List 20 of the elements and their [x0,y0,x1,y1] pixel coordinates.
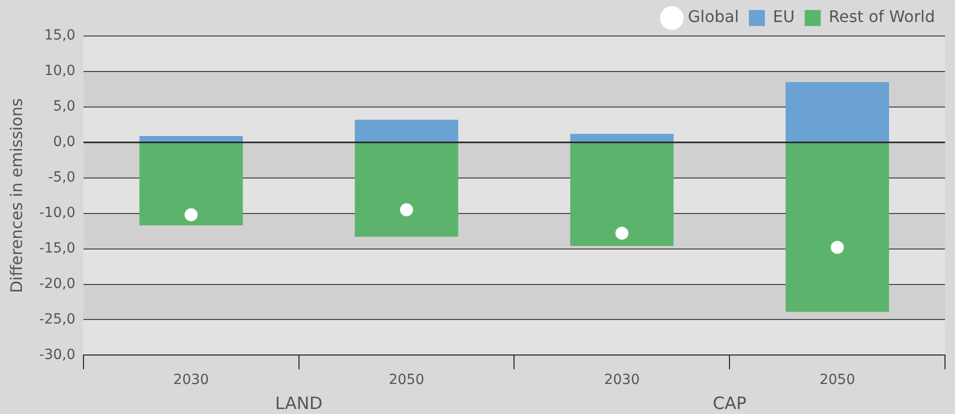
y-tick-label: 5,0 [53,98,76,115]
text: CAP [712,394,746,414]
legend-label: Global [688,7,739,26]
y-tick-label: -5,0 [48,170,76,186]
legend-label: EU [772,7,795,26]
y-tick-label: -30,0 [39,346,76,363]
y-tick-label: -10,0 [39,204,76,221]
y-axis-title: Differences in emissions [6,98,26,294]
text: LAND [275,394,322,414]
legend-label: Rest of World [828,7,935,26]
y-tick-label: 0,0 [53,134,76,150]
x-tick-label: 2030 [173,372,209,388]
y-tick-label: -20,0 [39,276,76,292]
y-tick-label: -15,0 [39,240,76,256]
x-tick-label: 2050 [388,372,424,388]
x-tick-label: 2050 [819,372,856,388]
x-tick-label: 2030 [604,372,640,388]
y-tick-label: -25,0 [39,311,76,328]
y-tick-label: 15,0 [44,28,76,44]
y-tick-label: 10,0 [44,63,76,80]
